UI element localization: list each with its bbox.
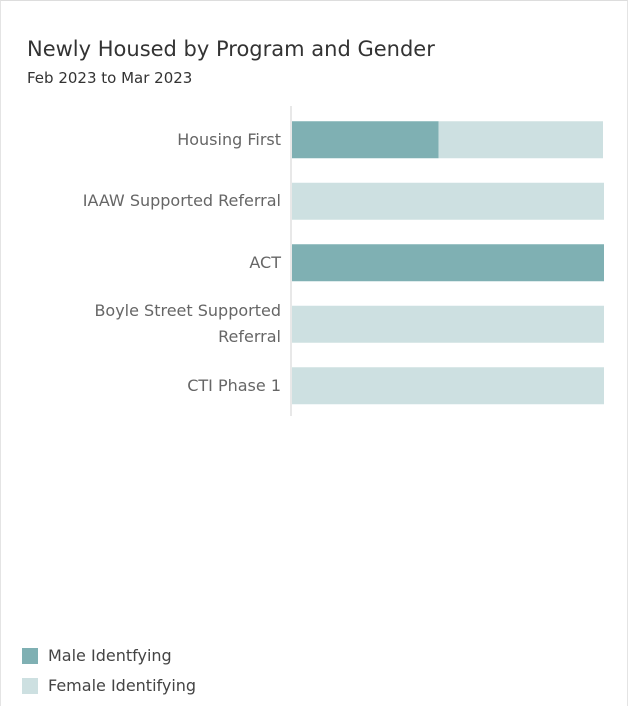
y-tick-label: IAAW Supported Referral bbox=[82, 191, 281, 211]
bar-segment bbox=[292, 244, 604, 282]
bar-segment bbox=[292, 121, 439, 159]
bar-segment bbox=[292, 367, 604, 405]
chart-subtitle: Feb 2023 to Mar 2023 bbox=[27, 69, 193, 87]
y-tick-label: CTI Phase 1 bbox=[187, 375, 281, 395]
legend-label: Male Identfying bbox=[48, 646, 172, 665]
bar-segment bbox=[292, 305, 604, 343]
y-tick-label: Housing First bbox=[177, 129, 281, 149]
legend-swatch bbox=[22, 678, 38, 694]
y-tick-label: Boyle Street Supported Referral bbox=[94, 301, 281, 347]
legend-label: Female Identifying bbox=[48, 676, 197, 695]
bar-segment bbox=[292, 182, 604, 220]
chart-title: Newly Housed by Program and Gender bbox=[27, 37, 435, 61]
bar-segment bbox=[438, 121, 603, 159]
legend-swatch bbox=[22, 648, 38, 664]
y-tick-label: ACT bbox=[249, 252, 281, 272]
